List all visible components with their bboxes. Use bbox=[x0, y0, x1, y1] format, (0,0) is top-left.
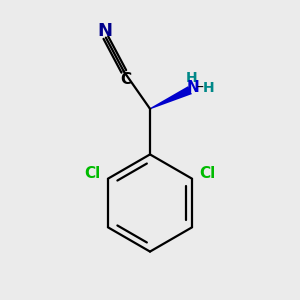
Text: –: – bbox=[196, 81, 203, 95]
Text: C: C bbox=[120, 72, 131, 87]
Text: N: N bbox=[97, 22, 112, 40]
Text: Cl: Cl bbox=[85, 166, 101, 181]
Text: H: H bbox=[186, 71, 197, 85]
Polygon shape bbox=[150, 86, 192, 109]
Text: H: H bbox=[202, 81, 214, 95]
Text: Cl: Cl bbox=[199, 166, 215, 181]
Text: N: N bbox=[187, 80, 199, 95]
